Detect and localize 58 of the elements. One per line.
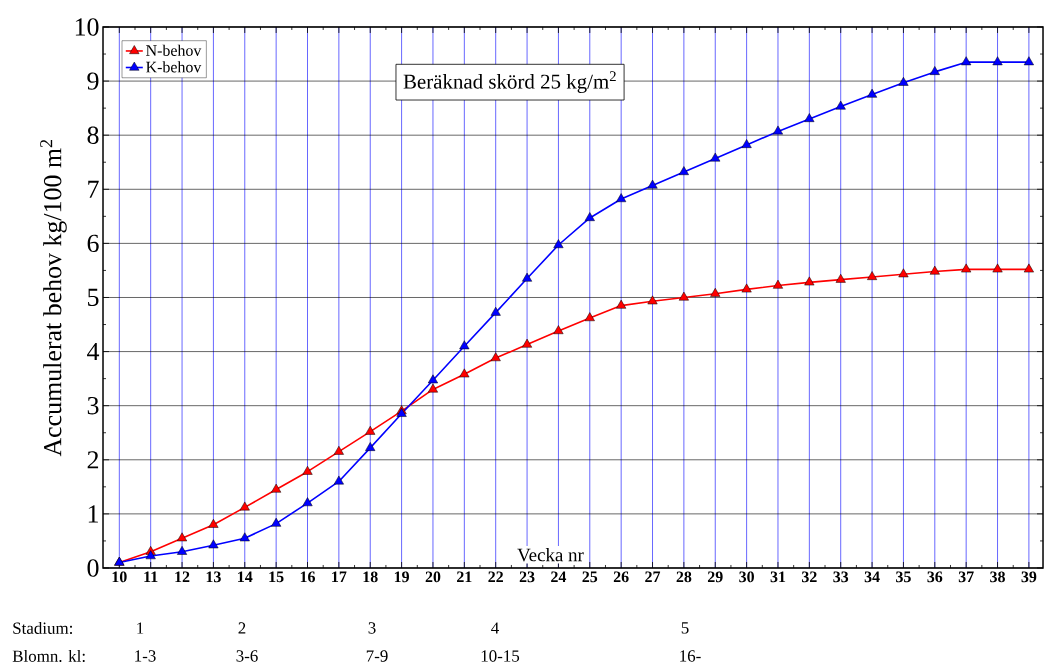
x-tick-label: 35: [896, 571, 911, 583]
annotation: Beräknad skörd 25 kg/m$^{2}$: [403, 71, 616, 94]
y-tick-label: 7: [88, 180, 99, 198]
text: 3-6: [236, 650, 258, 662]
x-tick-label: 23: [519, 571, 535, 583]
y-tick-label: 2: [87, 451, 99, 469]
y-tick-label: 3: [87, 396, 99, 415]
legend-label: K-behov: [146, 61, 202, 73]
x-tick-label: 27: [645, 571, 661, 583]
text: 4: [491, 622, 499, 634]
x-tick-label: 13: [206, 571, 221, 583]
text: 3: [368, 622, 376, 634]
x-tick-label: 19: [394, 571, 409, 583]
y-axis-title: Accumulerat behov kg/100 m$^{2}$: [40, 139, 67, 457]
text: 5: [681, 622, 689, 634]
y-tick-label: 6: [87, 234, 99, 253]
x-tick-label: 16: [300, 571, 316, 583]
text: Stadium:: [13, 621, 72, 634]
y-tick-label: 9: [87, 72, 99, 90]
x-tick-label: 24: [551, 571, 567, 583]
x-tick-label: 33: [833, 571, 849, 583]
x-tick-label: 30: [739, 571, 754, 583]
x-tick-label: 11: [144, 571, 158, 583]
y-tick-label: 8: [87, 126, 99, 144]
legend-label: N-behov: [146, 44, 202, 56]
y-tick-label: 10: [75, 18, 99, 36]
x-tick-label: 20: [425, 571, 441, 583]
x-tick-label: 14: [238, 571, 253, 583]
text: Blomn. kl:: [12, 649, 85, 662]
x-tick-label: 12: [175, 571, 190, 583]
x-axis-title: Vecka nr: [517, 548, 584, 562]
x-tick-label: 29: [707, 571, 723, 583]
x-tick-label: 17: [332, 571, 347, 583]
x-tick-label: 32: [801, 571, 817, 583]
x-tick-label: 36: [927, 571, 943, 583]
x-tick-label: 22: [488, 571, 503, 583]
x-tick-label: 21: [457, 571, 472, 583]
x-tick-label: 18: [363, 571, 378, 583]
x-tick-label: 25: [582, 571, 598, 583]
x-tick-label: 34: [864, 571, 880, 583]
x-tick-label: 31: [770, 571, 786, 583]
y-tick-label: 1: [88, 505, 98, 523]
x-tick-label: 38: [990, 571, 1005, 583]
text: 2: [238, 622, 246, 634]
x-tick-label: 39: [1021, 571, 1037, 583]
x-tick-label: 10: [112, 571, 127, 583]
text: 16-: [680, 650, 701, 662]
y-tick-label: 0: [87, 559, 99, 577]
y-tick-label: 4: [87, 343, 100, 361]
text: 7-9: [366, 650, 388, 662]
x-tick-label: 37: [958, 571, 974, 583]
text: 10-15: [481, 650, 520, 662]
y-tick-label: 5: [88, 288, 99, 307]
x-tick-label: 15: [269, 571, 284, 583]
text: 1: [137, 622, 144, 634]
text: 1-3: [135, 650, 156, 662]
x-tick-label: 26: [613, 571, 629, 583]
x-tick-label: 28: [676, 571, 692, 583]
